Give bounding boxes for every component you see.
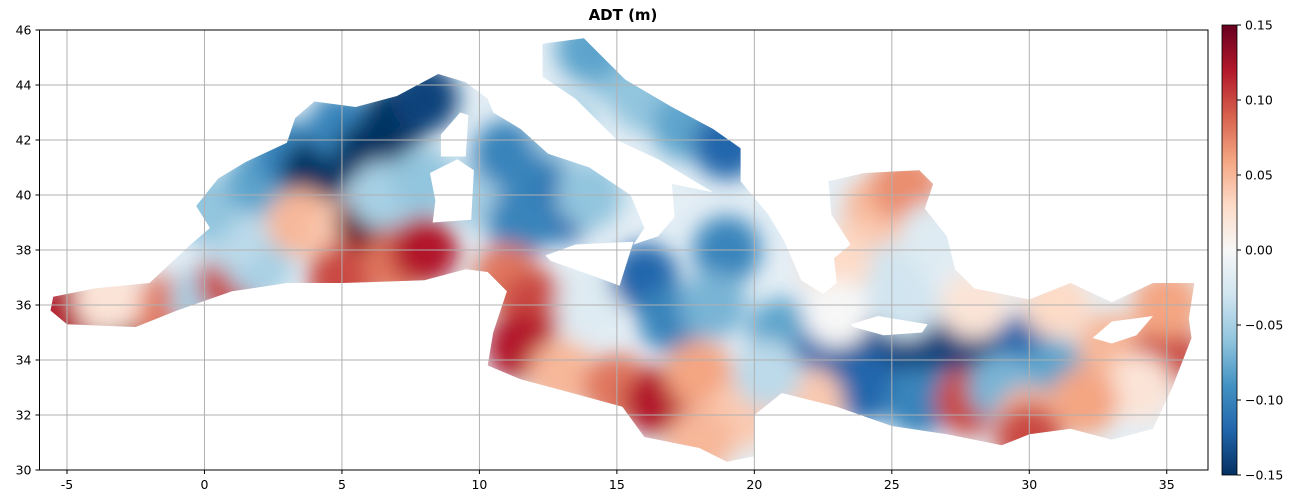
adt-cell <box>390 64 459 133</box>
adt-cell <box>527 339 596 408</box>
adt-cell <box>899 202 968 271</box>
y-tick-label: 38 <box>16 243 32 258</box>
x-tick-label: -5 <box>61 477 73 492</box>
x-tick-label: 15 <box>609 477 625 492</box>
grid <box>39 29 1208 471</box>
field <box>50 38 1195 462</box>
y-tick-label: 30 <box>16 463 32 478</box>
x-tick-label: 0 <box>200 477 208 492</box>
y-tick-label: 42 <box>16 133 32 148</box>
x-tick-label: 30 <box>1021 477 1037 492</box>
x-tick-label: 5 <box>338 477 346 492</box>
y-tick-label: 34 <box>16 353 32 368</box>
colorbar-tick-label: 0.05 <box>1245 168 1273 183</box>
island <box>545 241 634 286</box>
island <box>440 112 469 157</box>
y-tick-label: 40 <box>16 188 32 203</box>
colorbar-tick-label: −0.10 <box>1245 393 1283 408</box>
adt-cell <box>802 279 871 348</box>
island <box>1092 316 1153 344</box>
y-tick-label: 32 <box>16 408 32 423</box>
adt-cell <box>1050 367 1119 436</box>
colorbar-tick-label: −0.05 <box>1245 318 1283 333</box>
adt-cell <box>527 92 596 161</box>
adt-cell <box>734 339 803 408</box>
x-tick-label: 35 <box>1159 477 1175 492</box>
x-tick-label: 20 <box>746 477 762 492</box>
y-tick-label: 44 <box>16 78 32 93</box>
adt-cell <box>555 38 624 84</box>
x-tick-label: 25 <box>884 477 900 492</box>
x-tick-label: 10 <box>471 477 487 492</box>
adt-cell <box>486 188 555 257</box>
y-tick-label: 36 <box>16 298 32 313</box>
adt-cell <box>74 265 143 334</box>
adt-cell <box>830 353 899 422</box>
colorbar-tick-label: −0.15 <box>1245 468 1283 483</box>
y-tick-label: 46 <box>16 23 32 38</box>
chart-title: ADT (m) <box>589 6 658 24</box>
adt-cell <box>665 408 734 462</box>
adt-cell <box>871 152 940 221</box>
adt-cell <box>692 111 761 180</box>
colorbar-tick-label: 0.10 <box>1245 93 1273 108</box>
adt-cell <box>885 367 954 436</box>
colorbar-tick-label: 0.00 <box>1245 243 1273 258</box>
colorbar <box>1221 24 1238 476</box>
island <box>850 316 928 336</box>
island <box>429 159 474 223</box>
colorbar-tick-label: 0.15 <box>1245 18 1273 33</box>
adt-cell <box>665 339 734 408</box>
adt-cell <box>1105 353 1174 422</box>
